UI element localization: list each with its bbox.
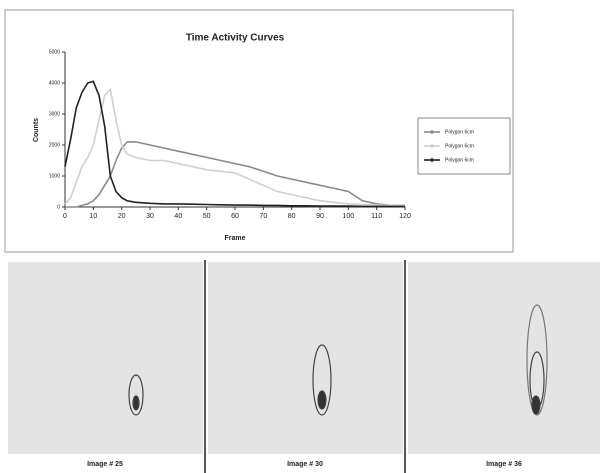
image-panels xyxy=(0,258,600,473)
x-tick-label: 80 xyxy=(288,213,296,220)
blob-core xyxy=(132,395,140,411)
chart-title: Time Activity Curves xyxy=(186,33,285,44)
x-tick-label: 10 xyxy=(89,213,97,220)
blob-outline xyxy=(526,304,548,416)
y-tick-label: 4000 xyxy=(49,80,60,86)
series-line xyxy=(65,141,405,208)
image-area xyxy=(408,262,600,454)
image-label: Image # 30 xyxy=(287,461,323,468)
legend-label: Polygon 6cm xyxy=(445,157,474,163)
legend-label: Polygon 6cm xyxy=(445,129,474,135)
blob-outline xyxy=(128,374,144,416)
x-tick-label: 60 xyxy=(231,213,239,220)
x-tick-label: 20 xyxy=(118,213,126,220)
image-label: Image # 36 xyxy=(486,461,522,468)
y-tick-label: 3000 xyxy=(49,111,60,117)
y-tick-label: 5000 xyxy=(49,49,60,55)
x-tick-label: 120 xyxy=(399,213,411,220)
x-axis-label: Frame xyxy=(224,235,245,242)
blob-core xyxy=(531,395,541,415)
y-tick-label: 1000 xyxy=(49,173,60,179)
x-tick-label: 0 xyxy=(63,213,67,220)
blob-core xyxy=(317,390,327,410)
x-tick-label: 100 xyxy=(342,213,354,220)
x-tick-label: 110 xyxy=(371,213,382,220)
y-tick-label: 0 xyxy=(57,204,60,210)
legend-marker xyxy=(430,144,434,148)
image-area xyxy=(8,262,203,454)
legend-marker xyxy=(430,130,434,134)
x-tick-label: 50 xyxy=(203,213,211,220)
legend-label: Polygon 6cm xyxy=(445,143,474,149)
blob xyxy=(128,304,548,416)
x-tick-label: 40 xyxy=(174,213,182,220)
x-tick-label: 90 xyxy=(316,213,324,220)
legend-marker xyxy=(430,158,434,162)
blob-outline xyxy=(312,344,332,416)
x-tick-label: 30 xyxy=(146,213,154,220)
image-label: Image # 25 xyxy=(87,461,123,468)
y-tick-label: 2000 xyxy=(49,142,60,148)
series-line xyxy=(64,87,406,207)
image-area xyxy=(208,262,403,454)
series-line xyxy=(64,80,405,208)
y-axis-label: Counts xyxy=(33,118,40,142)
x-tick-label: 70 xyxy=(259,213,267,220)
